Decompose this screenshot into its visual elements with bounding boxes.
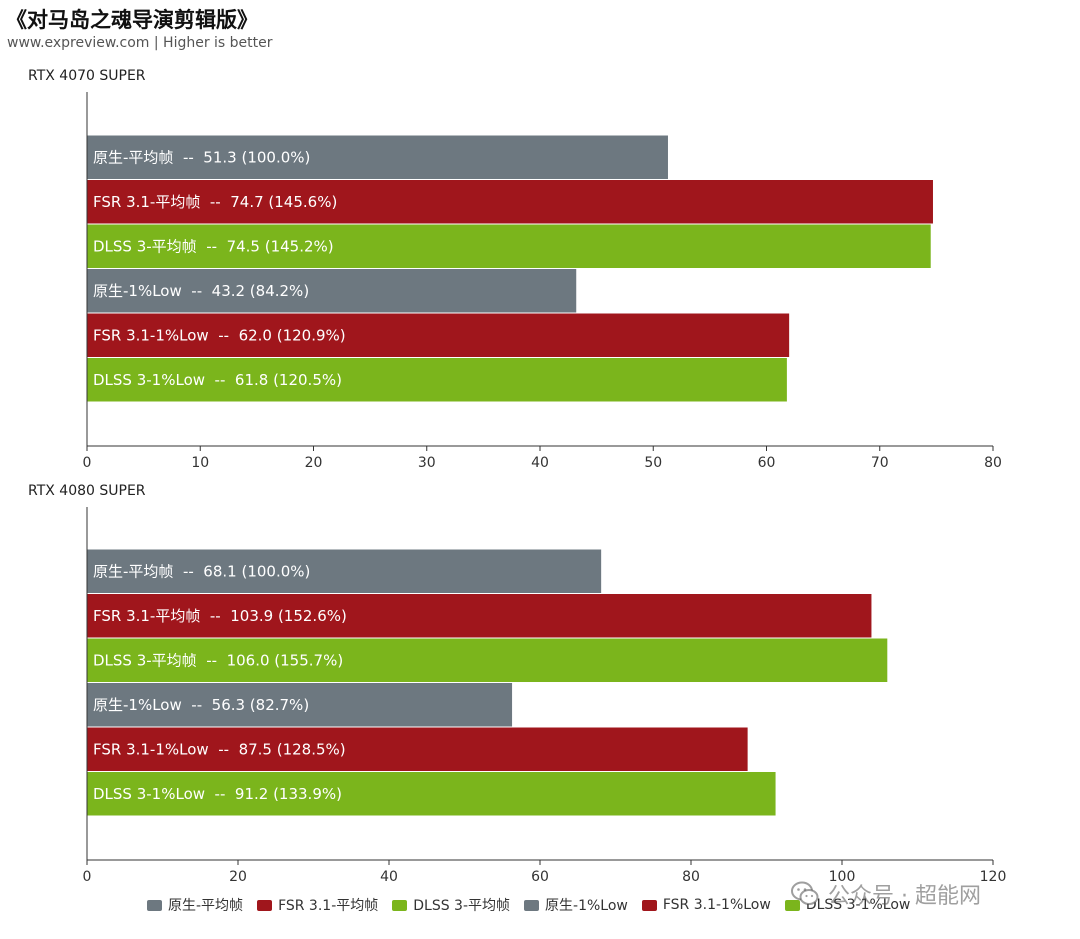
chart-legend: 原生-平均帧 FSR 3.1-平均帧 DLSS 3-平均帧 原生-1%Low F… [147,895,924,915]
chart-title: 《对马岛之魂导演剪辑版》 [6,8,258,32]
legend-label: 原生-平均帧 [168,898,244,914]
bar-label: 原生-平均帧 -- 68.1 (100.0%) [93,562,310,580]
bar [87,549,602,593]
bar-label: FSR 3.1-1%Low -- 87.5 (128.5%) [93,740,346,758]
bar [87,135,668,179]
chart-panel: 原生-平均帧 -- 51.3 (100.0%) FSR 3.1-平均帧 -- 74… [83,92,1002,471]
bar-label: DLSS 3-平均帧 -- 74.5 (145.2%) [93,237,334,255]
x-tick-label: 40 [380,869,398,885]
x-tick-label: 60 [531,869,549,885]
bar [87,683,513,727]
x-tick-label: 40 [531,455,549,471]
bar [87,313,790,357]
bar-label: 原生-1%Low -- 43.2 (84.2%) [93,282,309,300]
legend-item: FSR 3.1-平均帧 [257,895,378,915]
bar [87,594,872,638]
bar-label: DLSS 3-平均帧 -- 106.0 (155.7%) [93,651,343,669]
x-tick-label: 80 [984,455,1002,471]
x-tick-label: 10 [191,455,209,471]
x-tick-label: 20 [305,455,323,471]
bar-label: DLSS 3-1%Low -- 61.8 (120.5%) [93,371,342,389]
wechat-icon [791,881,819,905]
watermark-text: 公众号 · 超能网 [828,884,981,909]
bar-label: 原生-1%Low -- 56.3 (82.7%) [93,696,309,714]
chart-panel: 原生-平均帧 -- 68.1 (100.0%) FSR 3.1-平均帧 -- 10… [83,507,1007,885]
bar [87,727,748,771]
legend-item: DLSS 3-平均帧 [392,895,510,915]
x-tick-label: 20 [229,869,247,885]
legend-swatch [147,899,162,911]
x-tick-label: 60 [758,455,776,471]
x-tick-label: 30 [418,455,436,471]
bar [87,772,776,816]
bar [87,180,933,224]
bar-label: DLSS 3-1%Low -- 91.2 (133.9%) [93,785,342,803]
panel-title-rtx-4070-super: RTX 4070 SUPER [28,68,146,84]
legend-label: DLSS 3-1%Low [805,897,911,913]
legend-label: FSR 3.1-1%Low [662,897,771,913]
legend-swatch [257,899,273,911]
x-tick-label: 120 [980,869,1007,885]
x-tick-label: 50 [644,455,662,471]
legend-item: FSR 3.1-1%Low [641,897,771,913]
bar-label: FSR 3.1-1%Low -- 62.0 (120.9%) [93,326,346,344]
x-tick-label: 80 [682,869,700,885]
panel-title-rtx-4080-super: RTX 4080 SUPER [28,483,146,499]
x-tick-label: 100 [829,869,856,885]
bar [87,358,787,402]
legend-label: DLSS 3-平均帧 [413,898,511,914]
bar [87,224,931,268]
x-tick-label: 0 [83,455,92,471]
legend-swatch [641,899,657,911]
chart-subtitle: www.expreview.com | Higher is better [7,35,273,51]
watermark: 公众号 · 超能网 [790,878,981,910]
legend-item: 原生-1%Low [524,895,628,915]
bar-label: FSR 3.1-平均帧 -- 103.9 (152.6%) [93,607,347,625]
x-tick-label: 0 [83,869,92,885]
legend-swatch [392,899,408,911]
bar-label: 原生-平均帧 -- 51.3 (100.0%) [93,148,310,166]
legend-swatch [524,899,540,911]
legend-item: DLSS 3-1%Low [784,897,911,913]
legend-item: 原生-平均帧 [147,895,243,915]
bar [87,269,577,313]
bar-label: FSR 3.1-平均帧 -- 74.7 (145.6%) [93,193,337,211]
x-tick-label: 70 [871,455,889,471]
legend-swatch [784,899,800,911]
legend-label: FSR 3.1-平均帧 [278,898,379,914]
legend-label: 原生-1%Low [545,898,628,914]
bar [87,638,888,682]
